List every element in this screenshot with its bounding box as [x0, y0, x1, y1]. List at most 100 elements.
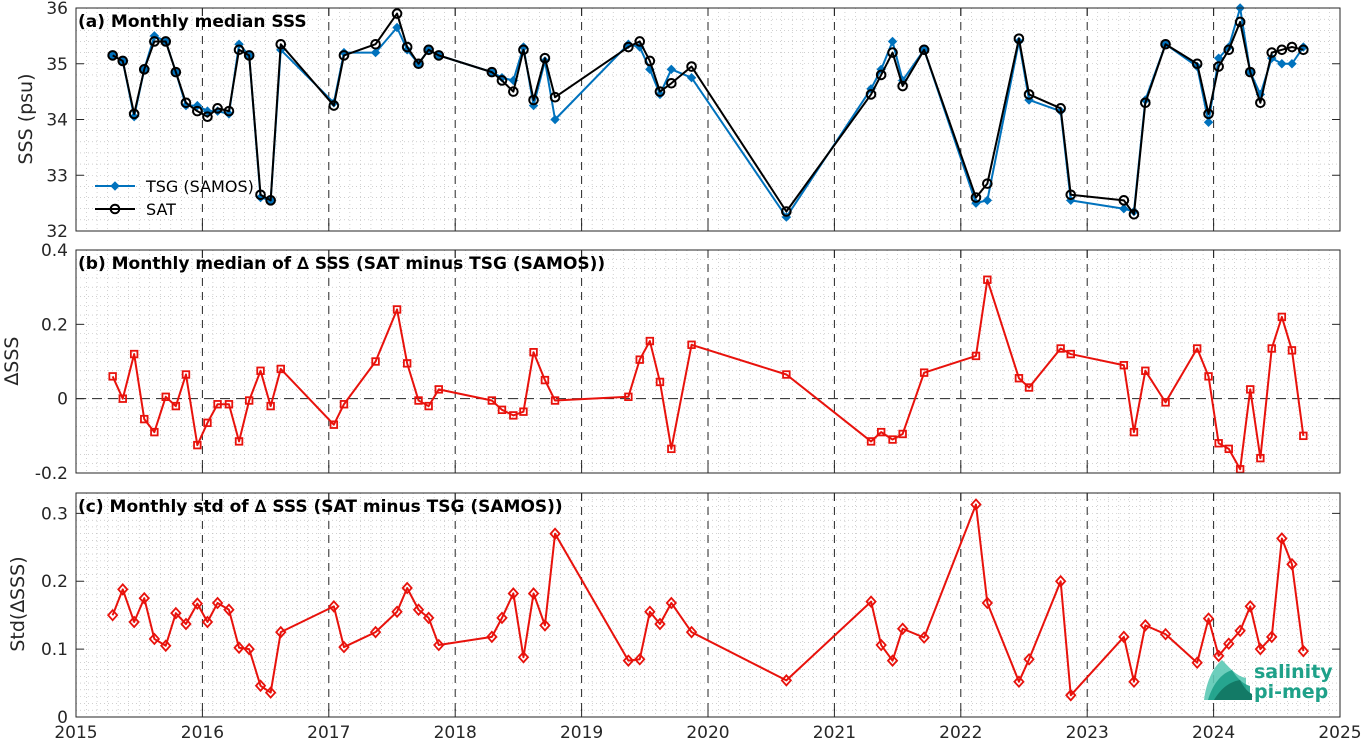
y-tick-label: 0.3: [41, 504, 68, 524]
delta-sss-series-marker: [129, 349, 139, 359]
sat-series-marker: [401, 41, 413, 53]
delta-sss-series-marker: [519, 407, 528, 416]
y-tick-label: -0.2: [35, 464, 68, 484]
sat-series-marker: [265, 195, 276, 206]
sat-series-marker: [982, 178, 993, 189]
delta-sss-series-marker: [1267, 344, 1276, 353]
std-delta-sss-series-marker: [634, 652, 646, 666]
delta-sss-series-marker: [687, 340, 696, 349]
delta-sss-series-marker: [782, 370, 791, 379]
sat-series-marker: [192, 105, 203, 117]
std-delta-sss-series-marker: [1297, 644, 1310, 658]
delta-sss-series-marker: [866, 437, 876, 446]
std-delta-sss-series-marker: [160, 639, 172, 653]
delta-sss-series-marker: [244, 396, 254, 405]
std-delta-sss-series-marker: [886, 654, 899, 668]
std-delta-sss-series-marker: [527, 587, 540, 600]
sat-series-marker: [644, 55, 656, 67]
std-delta-sss-series-marker: [201, 615, 214, 629]
tsg-series-marker: [392, 22, 402, 33]
tsg-series-marker: [666, 64, 677, 75]
logo-text-salinity: salinity: [1254, 661, 1333, 683]
tsg-series-marker: [686, 72, 697, 83]
std-delta-sss-series-marker: [117, 583, 129, 596]
std-delta-sss-series-line: [111, 503, 1305, 697]
std-delta-sss-series-marker: [148, 632, 161, 646]
sat-series-marker: [212, 103, 223, 114]
sat-series-marker: [1255, 97, 1266, 109]
std-delta-sss-series-marker: [170, 606, 182, 620]
std-delta-sss-series-marker: [191, 597, 204, 610]
x-tick-label: 2018: [434, 723, 477, 743]
delta-sss-series-marker: [329, 420, 339, 429]
std-delta-sss-series-marker: [412, 603, 425, 617]
delta-sss-series-marker: [1192, 344, 1202, 353]
x-tick-label: 2016: [181, 723, 224, 743]
std-delta-sss-series-marker: [391, 605, 403, 619]
sat-series-marker: [1023, 89, 1035, 100]
delta-sss-series-marker: [1066, 349, 1075, 359]
panel-b-marks: [108, 275, 1308, 474]
sat-series-marker: [1128, 208, 1140, 220]
delta-sss-series-marker: [392, 305, 402, 314]
std-delta-sss-series-marker: [1139, 619, 1152, 632]
panel-a-marks: [107, 3, 1309, 222]
sat-series-marker: [486, 66, 498, 78]
y-tick-label: 0: [57, 708, 68, 728]
std-delta-sss-series-marker: [549, 527, 561, 541]
sat-series-marker: [370, 38, 381, 50]
panel-b-delta-sss: -0.2 0 0.2 0.4 (b) Monthly median of ∆ SSS …: [1, 241, 1341, 484]
delta-sss-series-marker: [983, 275, 992, 284]
sat-series-marker: [138, 64, 150, 75]
std-delta-sss-series-marker: [211, 596, 224, 610]
std-delta-sss-series-marker: [401, 581, 413, 595]
tsg-series-marker: [1119, 203, 1129, 214]
sat-series-marker: [233, 44, 245, 56]
panel-c-title: (c) Monthly std of ∆ SSS (SAT minus TSG …: [78, 497, 563, 517]
std-delta-sss-series-marker: [1013, 675, 1025, 689]
tsg-series-marker: [887, 36, 898, 47]
std-delta-sss-series-marker: [644, 605, 656, 619]
sat-series-marker: [202, 111, 213, 123]
delta-sss-series-marker: [434, 385, 443, 394]
delta-sss-series-marker: [424, 401, 433, 411]
std-delta-sss-series-marker: [328, 600, 340, 613]
sat-series-marker: [875, 69, 887, 81]
delta-sss-series-marker: [193, 440, 202, 450]
sat-series-marker: [1266, 47, 1278, 58]
sat-series-marker: [887, 47, 898, 58]
delta-sss-series-marker: [635, 355, 644, 364]
delta-sss-series-marker: [1141, 366, 1150, 375]
delta-sss-series-marker: [203, 418, 212, 428]
sat-series-marker: [1298, 44, 1309, 56]
panel-a-ticks: 32 33 34 35 36: [46, 0, 1341, 242]
std-delta-sss-series-marker: [1191, 656, 1203, 670]
sat-series-marker: [865, 89, 877, 100]
delta-sss-series-marker: [540, 375, 550, 385]
tsg-series-marker: [550, 114, 560, 125]
panel-a-ylabel: SSS (psu): [15, 73, 37, 164]
sat-series-marker: [1276, 44, 1288, 56]
sat-series-marker: [528, 94, 539, 106]
legend-tsg-marker: [110, 181, 120, 191]
panel-a-title: (a) Monthly median SSS: [78, 12, 307, 32]
sat-series-marker: [1203, 108, 1214, 120]
std-delta-sss-series-marker: [1054, 574, 1067, 588]
delta-sss-series-marker: [414, 396, 423, 405]
std-delta-sss-series-marker: [180, 617, 192, 631]
std-delta-sss-series-marker: [1128, 675, 1140, 689]
y-tick-label: 0.2: [41, 572, 68, 592]
std-delta-sss-series-marker: [233, 641, 245, 655]
x-tick-label: 2017: [307, 723, 350, 743]
tsg-series-marker: [1203, 117, 1214, 127]
sat-series-marker: [1160, 38, 1171, 50]
x-tick-label: 2015: [54, 723, 97, 743]
delta-sss-series-marker: [150, 427, 159, 437]
delta-sss-series-marker: [234, 437, 244, 446]
delta-sss-series-marker: [161, 392, 170, 402]
sat-series-marker: [160, 36, 172, 47]
std-delta-sss-series-marker: [1118, 630, 1130, 644]
delta-sss-series-marker: [971, 351, 981, 361]
panel-a-grid: [76, 8, 1340, 231]
